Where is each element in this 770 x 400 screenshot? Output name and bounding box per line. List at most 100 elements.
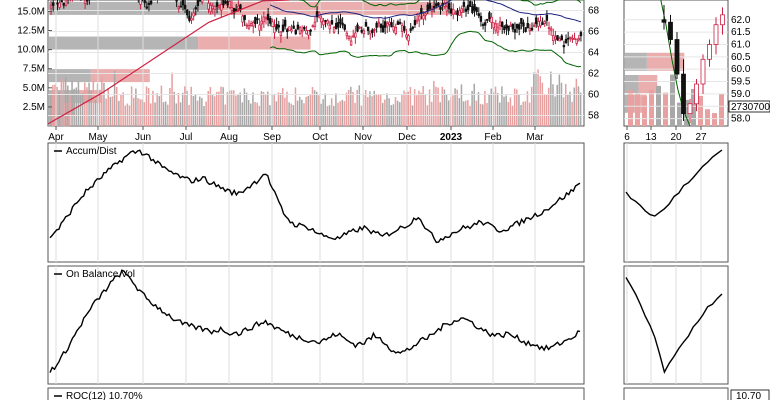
vbp-down-bar bbox=[48, 36, 199, 50]
price-grid bbox=[48, 0, 584, 126]
volume-tick-label: 2.5M bbox=[23, 102, 45, 113]
candle-body bbox=[375, 22, 378, 28]
candle-body bbox=[224, 1, 227, 4]
candle-body bbox=[288, 26, 291, 31]
candle-body bbox=[307, 29, 310, 36]
volume-bar bbox=[260, 91, 263, 126]
candle-body bbox=[477, 13, 480, 17]
volume-bar bbox=[405, 92, 407, 126]
price-axis-ticks: 58 60 62 64 66 68 bbox=[588, 6, 600, 122]
volume-bar bbox=[554, 96, 556, 126]
candle-body bbox=[366, 26, 370, 31]
candle-body bbox=[83, 0, 87, 4]
volume-bar bbox=[499, 102, 501, 126]
candle-body bbox=[196, 0, 200, 6]
mini-candle-body bbox=[681, 73, 686, 115]
volume-bar bbox=[545, 94, 548, 126]
volume-bar bbox=[437, 87, 439, 126]
volume-bar bbox=[228, 90, 231, 126]
candle-body bbox=[190, 17, 193, 21]
volume-bar bbox=[522, 101, 524, 126]
volume-bar bbox=[84, 82, 86, 126]
candle-body bbox=[460, 8, 463, 13]
volume-bar bbox=[247, 100, 250, 126]
volume-bar bbox=[105, 98, 107, 126]
volume-bar bbox=[211, 94, 214, 126]
candle-body bbox=[181, 0, 185, 6]
volume-bar bbox=[58, 91, 61, 126]
mini-obv-line bbox=[625, 277, 723, 374]
candle-body bbox=[292, 25, 295, 29]
volume-bar bbox=[358, 85, 361, 126]
candle-body bbox=[528, 28, 532, 32]
candle-body bbox=[230, 7, 234, 11]
volume-bar bbox=[503, 96, 505, 126]
candle-body bbox=[509, 24, 512, 27]
volume-bar bbox=[471, 90, 473, 126]
volume-tick-label: 5.0M bbox=[23, 83, 45, 94]
volume-bar bbox=[281, 87, 284, 126]
mini-volume-bar bbox=[712, 113, 717, 126]
volume-bar bbox=[416, 95, 418, 126]
mini-candle-body bbox=[674, 39, 680, 75]
candle-body bbox=[177, 6, 180, 9]
candle-body bbox=[490, 16, 493, 24]
candle-body bbox=[328, 24, 332, 30]
volume-bar bbox=[456, 89, 458, 126]
volume-bar bbox=[477, 92, 480, 126]
bollinger-upper bbox=[298, 0, 582, 8]
volume-bar bbox=[75, 87, 78, 126]
candle-body bbox=[371, 29, 374, 33]
candle-body bbox=[222, 0, 225, 6]
volume-bar bbox=[345, 92, 348, 126]
candle-body bbox=[560, 35, 563, 41]
roc-label: ROC(12) 10.70% bbox=[66, 391, 143, 400]
vbp-up-bar bbox=[198, 36, 311, 50]
volume-bar bbox=[386, 93, 388, 126]
candle-body bbox=[56, 2, 59, 5]
obv-label: On Balance Vol bbox=[66, 269, 135, 280]
mini-roc-panel: 10.70 bbox=[623, 387, 770, 400]
candle-body bbox=[500, 21, 504, 28]
candle-body bbox=[424, 13, 427, 16]
volume-bar bbox=[294, 87, 297, 126]
volume-bar bbox=[254, 101, 256, 126]
mini-accum-dist-line bbox=[625, 149, 723, 217]
volume-bar bbox=[201, 97, 203, 126]
mini-price-tick-label: 61.5 bbox=[731, 27, 751, 38]
mini-candle-body bbox=[700, 58, 706, 85]
price-tick-label: 64 bbox=[588, 48, 600, 59]
candle-body bbox=[537, 21, 540, 27]
volume-bar bbox=[454, 88, 456, 126]
volume-bar bbox=[573, 87, 576, 126]
volume-bar bbox=[356, 89, 358, 126]
volume-axis-ticks: 2.5M 5.0M 7.5M 10.0M 12.5M 15.0M bbox=[17, 6, 52, 113]
volume-bar bbox=[284, 97, 286, 126]
vbp-down-bar bbox=[48, 69, 91, 83]
volume-bar bbox=[198, 96, 201, 126]
candle-body bbox=[543, 21, 546, 24]
volume-bar bbox=[122, 92, 124, 126]
accum-dist-frame bbox=[47, 142, 585, 263]
candle-body bbox=[345, 32, 349, 37]
volume-bar bbox=[418, 90, 420, 126]
mini-roc-frame bbox=[623, 387, 729, 400]
candle-body bbox=[226, 0, 229, 6]
candle-body bbox=[364, 22, 368, 27]
volume-bar bbox=[126, 103, 129, 126]
candle-body bbox=[369, 30, 372, 35]
volume-bar bbox=[462, 101, 465, 126]
candle-body bbox=[415, 19, 419, 22]
volume-bar bbox=[205, 101, 207, 126]
mini-candle-body bbox=[668, 21, 673, 40]
volume-bar bbox=[530, 86, 533, 126]
volume-bar bbox=[435, 86, 437, 126]
moving-average-line bbox=[269, 0, 582, 23]
mini-volume-bar bbox=[705, 109, 710, 126]
mini-volume-bar bbox=[691, 88, 696, 126]
candle-body bbox=[300, 29, 304, 33]
candle-body bbox=[352, 35, 355, 38]
volume-bar bbox=[92, 79, 95, 126]
price-tick-label: 60 bbox=[588, 90, 600, 101]
